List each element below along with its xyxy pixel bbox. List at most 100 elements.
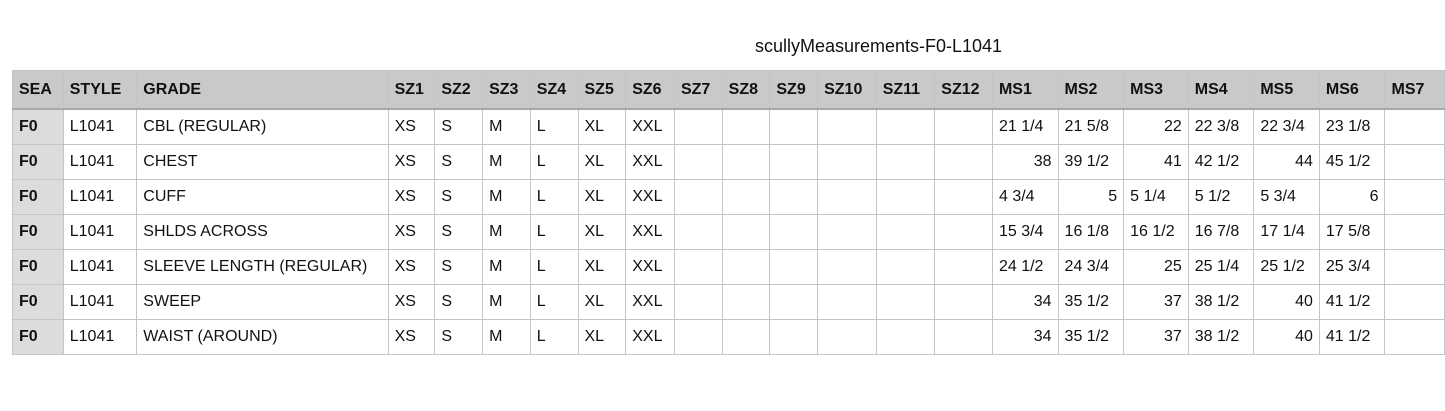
cell-sz3[interactable]: M bbox=[482, 179, 531, 215]
cell-sz8[interactable] bbox=[721, 284, 771, 320]
column-header-sz7[interactable]: SZ7 bbox=[673, 70, 723, 110]
cell-sz10[interactable] bbox=[817, 284, 877, 320]
column-header-sz9[interactable]: SZ9 bbox=[769, 70, 819, 110]
cell-sz5[interactable]: XL bbox=[577, 249, 627, 285]
cell-ms1[interactable]: 4 3/4 bbox=[991, 179, 1059, 215]
cell-ms4[interactable]: 16 7/8 bbox=[1187, 214, 1255, 250]
cell-sz7[interactable] bbox=[673, 319, 723, 355]
cell-ms2[interactable]: 16 1/8 bbox=[1057, 214, 1125, 250]
cell-sea[interactable]: F0 bbox=[12, 249, 64, 285]
cell-sz4[interactable]: L bbox=[529, 214, 579, 250]
cell-sz10[interactable] bbox=[817, 214, 877, 250]
cell-sea[interactable]: F0 bbox=[12, 214, 64, 250]
cell-sz8[interactable] bbox=[721, 249, 771, 285]
cell-sz9[interactable] bbox=[769, 319, 819, 355]
cell-grade[interactable]: CUFF bbox=[136, 179, 389, 215]
cell-ms1[interactable]: 34 bbox=[991, 319, 1059, 355]
cell-sz3[interactable]: M bbox=[482, 214, 531, 250]
column-header-ms7[interactable]: MS7 bbox=[1384, 70, 1445, 110]
column-header-style[interactable]: STYLE bbox=[62, 70, 138, 110]
cell-sea[interactable]: F0 bbox=[12, 179, 64, 215]
cell-sz12[interactable] bbox=[934, 249, 993, 285]
cell-ms3[interactable]: 5 1/4 bbox=[1123, 179, 1189, 215]
cell-sz4[interactable]: L bbox=[529, 179, 579, 215]
cell-sz2[interactable]: S bbox=[434, 249, 484, 285]
cell-ms6[interactable]: 45 1/2 bbox=[1318, 144, 1386, 180]
cell-sz5[interactable]: XL bbox=[577, 319, 627, 355]
cell-sz9[interactable] bbox=[769, 179, 819, 215]
cell-sz2[interactable]: S bbox=[434, 284, 484, 320]
cell-sz5[interactable]: XL bbox=[577, 108, 627, 145]
cell-sz10[interactable] bbox=[817, 144, 877, 180]
cell-grade[interactable]: SLEEVE LENGTH (REGULAR) bbox=[136, 249, 389, 285]
cell-grade[interactable]: SHLDS ACROSS bbox=[136, 214, 389, 250]
cell-sz4[interactable]: L bbox=[529, 108, 579, 145]
cell-ms1[interactable]: 34 bbox=[991, 284, 1059, 320]
cell-grade[interactable]: CBL (REGULAR) bbox=[136, 108, 389, 145]
column-header-grade[interactable]: GRADE bbox=[136, 70, 389, 110]
cell-sz10[interactable] bbox=[817, 108, 877, 145]
cell-sz9[interactable] bbox=[769, 284, 819, 320]
cell-sz11[interactable] bbox=[875, 319, 936, 355]
cell-sz6[interactable]: XXL bbox=[625, 319, 675, 355]
cell-ms3[interactable]: 16 1/2 bbox=[1123, 214, 1189, 250]
cell-ms6[interactable]: 41 1/2 bbox=[1318, 319, 1386, 355]
cell-sz7[interactable] bbox=[673, 179, 723, 215]
cell-sz6[interactable]: XXL bbox=[625, 144, 675, 180]
cell-sz5[interactable]: XL bbox=[577, 144, 627, 180]
cell-sz4[interactable]: L bbox=[529, 284, 579, 320]
cell-sz9[interactable] bbox=[769, 144, 819, 180]
cell-style[interactable]: L1041 bbox=[62, 108, 138, 145]
cell-style[interactable]: L1041 bbox=[62, 249, 138, 285]
cell-ms4[interactable]: 38 1/2 bbox=[1187, 284, 1255, 320]
cell-style[interactable]: L1041 bbox=[62, 144, 138, 180]
column-header-sz2[interactable]: SZ2 bbox=[434, 70, 484, 110]
cell-sz4[interactable]: L bbox=[529, 249, 579, 285]
cell-ms6[interactable]: 6 bbox=[1318, 179, 1386, 215]
cell-sz5[interactable]: XL bbox=[577, 179, 627, 215]
cell-sz3[interactable]: M bbox=[482, 284, 531, 320]
cell-sz8[interactable] bbox=[721, 214, 771, 250]
cell-ms1[interactable]: 15 3/4 bbox=[991, 214, 1059, 250]
cell-ms5[interactable]: 5 3/4 bbox=[1253, 179, 1320, 215]
cell-sz7[interactable] bbox=[673, 284, 723, 320]
cell-ms5[interactable]: 44 bbox=[1253, 144, 1320, 180]
cell-ms2[interactable]: 24 3/4 bbox=[1057, 249, 1125, 285]
cell-sz10[interactable] bbox=[817, 249, 877, 285]
cell-sz11[interactable] bbox=[875, 214, 936, 250]
cell-sz1[interactable]: XS bbox=[387, 144, 436, 180]
cell-ms2[interactable]: 5 bbox=[1057, 179, 1125, 215]
cell-sz2[interactable]: S bbox=[434, 319, 484, 355]
cell-sz12[interactable] bbox=[934, 214, 993, 250]
cell-sz7[interactable] bbox=[673, 144, 723, 180]
cell-ms4[interactable]: 5 1/2 bbox=[1187, 179, 1255, 215]
cell-sz12[interactable] bbox=[934, 319, 993, 355]
cell-style[interactable]: L1041 bbox=[62, 284, 138, 320]
cell-sz5[interactable]: XL bbox=[577, 284, 627, 320]
cell-ms6[interactable]: 41 1/2 bbox=[1318, 284, 1386, 320]
cell-sz1[interactable]: XS bbox=[387, 284, 436, 320]
cell-ms4[interactable]: 42 1/2 bbox=[1187, 144, 1255, 180]
column-header-sz6[interactable]: SZ6 bbox=[625, 70, 675, 110]
cell-sz3[interactable]: M bbox=[482, 144, 531, 180]
cell-grade[interactable]: SWEEP bbox=[136, 284, 389, 320]
cell-sz9[interactable] bbox=[769, 108, 819, 145]
column-header-sea[interactable]: SEA bbox=[12, 70, 64, 110]
cell-ms7[interactable] bbox=[1384, 108, 1445, 145]
cell-ms1[interactable]: 24 1/2 bbox=[991, 249, 1059, 285]
cell-ms4[interactable]: 22 3/8 bbox=[1187, 108, 1255, 145]
cell-ms7[interactable] bbox=[1384, 179, 1445, 215]
cell-sea[interactable]: F0 bbox=[12, 319, 64, 355]
cell-ms7[interactable] bbox=[1384, 249, 1445, 285]
column-header-sz11[interactable]: SZ11 bbox=[875, 70, 936, 110]
cell-sz6[interactable]: XXL bbox=[625, 284, 675, 320]
cell-sea[interactable]: F0 bbox=[12, 144, 64, 180]
cell-ms4[interactable]: 38 1/2 bbox=[1187, 319, 1255, 355]
cell-ms2[interactable]: 35 1/2 bbox=[1057, 319, 1125, 355]
cell-ms3[interactable]: 37 bbox=[1123, 284, 1189, 320]
cell-ms5[interactable]: 22 3/4 bbox=[1253, 108, 1320, 145]
cell-sz3[interactable]: M bbox=[482, 319, 531, 355]
cell-style[interactable]: L1041 bbox=[62, 179, 138, 215]
cell-sz11[interactable] bbox=[875, 249, 936, 285]
cell-ms4[interactable]: 25 1/4 bbox=[1187, 249, 1255, 285]
